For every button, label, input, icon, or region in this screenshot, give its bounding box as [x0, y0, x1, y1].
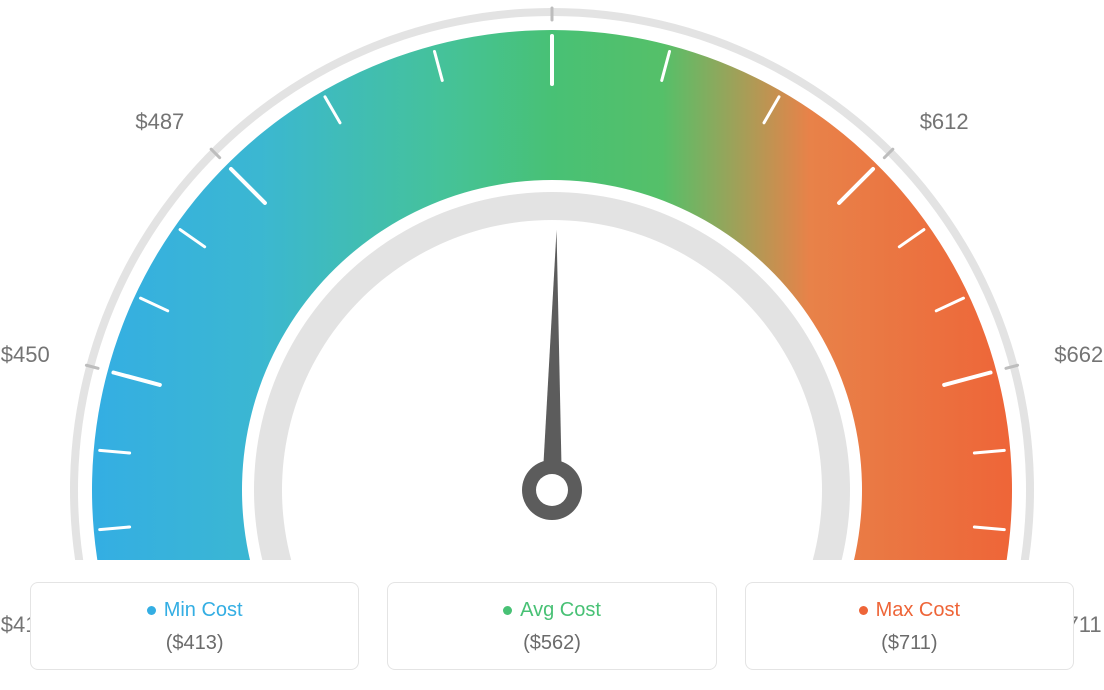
legend-avg-title: Avg Cost	[520, 599, 601, 622]
gauge-tick-label: $662	[1054, 342, 1103, 368]
legend-max-card: Max Cost ($711)	[745, 582, 1074, 670]
legend-max-dot	[859, 606, 868, 615]
legend-min-value: ($413)	[41, 632, 348, 655]
gauge-tick-label: $487	[135, 109, 184, 135]
legend-max-title-row: Max Cost	[859, 599, 960, 622]
gauge-tick-label: $450	[1, 342, 50, 368]
legend-min-title-row: Min Cost	[147, 599, 243, 622]
gauge-tick-label: $612	[920, 109, 969, 135]
legend-avg-value: ($562)	[398, 632, 705, 655]
legend-row: Min Cost ($413) Avg Cost ($562) Max Cost…	[30, 582, 1074, 670]
gauge-area: $413$450$487$562$612$662$711	[0, 0, 1104, 560]
legend-avg-card: Avg Cost ($562)	[387, 582, 716, 670]
legend-min-title: Min Cost	[164, 599, 243, 622]
legend-max-title: Max Cost	[876, 599, 960, 622]
legend-avg-dot	[503, 606, 512, 615]
legend-max-value: ($711)	[756, 632, 1063, 655]
legend-min-dot	[147, 606, 156, 615]
legend-min-card: Min Cost ($413)	[30, 582, 359, 670]
cost-gauge-chart: $413$450$487$562$612$662$711 Min Cost ($…	[0, 0, 1104, 690]
gauge-svg	[0, 0, 1104, 560]
legend-avg-title-row: Avg Cost	[503, 599, 601, 622]
